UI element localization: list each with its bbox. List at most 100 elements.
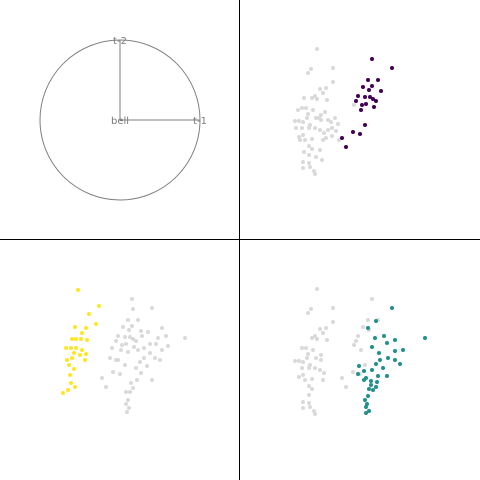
scatter-point-bg [307, 153, 311, 157]
scatter-point-highlight [69, 381, 73, 385]
scatter-point-bg [313, 366, 317, 370]
scatter-point-bg [134, 366, 138, 370]
scatter-point-bg [304, 106, 308, 110]
scatter-point-highlight [385, 341, 389, 345]
scatter-point-bg [307, 161, 311, 165]
scatter-point-highlight [74, 337, 78, 341]
scatter-point-highlight [97, 304, 101, 308]
scatter-point-highlight [72, 367, 76, 371]
scatter-point-bg [311, 348, 315, 352]
scatter-point-bg [359, 348, 363, 352]
scatter-point-bg [303, 138, 307, 142]
scatter-point-bg [321, 91, 325, 95]
scatter-point-bg [301, 133, 305, 137]
scatter-point-bg [310, 137, 314, 141]
scatter-point-highlight [374, 99, 378, 103]
horizontal-divider [0, 239, 480, 240]
scatter-point-bg [305, 116, 309, 120]
scatter-point-bg [307, 384, 311, 388]
scatter-point-highlight [73, 325, 77, 329]
scatter-point-highlight [359, 108, 363, 112]
scatter-point-highlight [376, 78, 380, 82]
scatter-point-highlight [84, 326, 88, 330]
panel-scatter-purple [240, 0, 480, 240]
scatter-point-highlight [370, 368, 374, 372]
scatter-point-bg [313, 412, 317, 416]
scatter-point-highlight [371, 97, 375, 101]
scatter-point-bg [301, 160, 305, 164]
scatter-point-highlight [357, 364, 361, 368]
scatter-point-highlight [70, 337, 74, 341]
scatter-point-bg [301, 400, 305, 404]
scatter-point-bg [310, 96, 314, 100]
scatter-point-bg [306, 311, 310, 315]
scatter-point-bg [297, 375, 301, 379]
scatter-point-bg [310, 147, 314, 151]
scatter-point-bg [319, 358, 323, 362]
scatter-point-bg [146, 330, 150, 334]
scatter-point-bg [340, 376, 344, 380]
panel-axes-diagram: t-1 t-2 bell [0, 0, 240, 240]
scatter-point-bg [148, 342, 152, 346]
scatter-point-highlight [366, 326, 370, 330]
scatter-point-highlight [390, 306, 394, 310]
scatter-point-highlight [370, 84, 374, 88]
scatter-point-highlight [363, 123, 367, 127]
scatter-point-bg [321, 331, 325, 335]
scatter-point-bg [310, 377, 314, 381]
scatter-point-bg [310, 387, 314, 391]
scatter-point-bg [128, 390, 132, 394]
scatter-point-highlight [361, 85, 365, 89]
scatter-point-bg [305, 356, 309, 360]
scatter-point-bg [331, 66, 335, 70]
scatter-point-bg [145, 364, 149, 368]
scatter-point-highlight [340, 136, 344, 140]
scatter-point-bg [160, 348, 164, 352]
scatter-point-bg [351, 370, 355, 374]
scatter-point-bg [308, 405, 312, 409]
scatter-point-bg [301, 373, 305, 377]
scatter-point-highlight [80, 348, 84, 352]
scatter-point-highlight [87, 312, 91, 316]
scatter-point-bg [315, 47, 319, 51]
scatter-point-bg [300, 366, 304, 370]
scatter-point-highlight [370, 57, 374, 61]
scatter-point-bg [324, 86, 328, 90]
scatter-point-bg [317, 116, 321, 120]
axes-diagram-svg: t-1 t-2 bell [39, 36, 207, 201]
scatter-point-bg [100, 376, 104, 380]
scatter-point-highlight [84, 352, 88, 356]
scatter-point-bg [307, 126, 311, 130]
scatter-teal-svg [293, 287, 427, 416]
scatter-point-highlight [356, 372, 360, 376]
scatter-point-bg [138, 360, 142, 364]
scatter-point-bg [130, 324, 134, 328]
scatter-point-highlight [61, 391, 65, 395]
scatter-purple-svg [293, 47, 394, 176]
scatter-point-bg [321, 138, 325, 142]
vertical-divider [239, 0, 240, 480]
scatter-point-bg [307, 393, 311, 397]
scatter-point-highlight [68, 373, 72, 377]
scatter-point-highlight [386, 356, 390, 360]
scatter-point-highlight [69, 346, 73, 350]
scatter-point-bg [354, 339, 358, 343]
scatter-point-bg [326, 128, 330, 132]
scatter-point-highlight [375, 380, 379, 384]
scatter-point-highlight [364, 405, 368, 409]
scatter-point-bg [313, 94, 317, 98]
scatter-point-highlight [377, 351, 381, 355]
scatter-point-highlight [367, 387, 371, 391]
scatter-point-bg [315, 97, 319, 101]
scatter-point-highlight [369, 383, 373, 387]
scatter-point-bg [294, 126, 298, 130]
scatter-point-bg [300, 106, 304, 110]
scatter-point-bg [331, 80, 335, 84]
scatter-point-bg [134, 339, 138, 343]
scatter-point-bg [150, 378, 154, 382]
scatter-point-bg [166, 344, 170, 348]
scatter-point-bg [300, 126, 304, 130]
scatter-point-bg [123, 335, 127, 339]
scatter-point-bg [148, 351, 152, 355]
scatter-point-highlight [390, 66, 394, 70]
